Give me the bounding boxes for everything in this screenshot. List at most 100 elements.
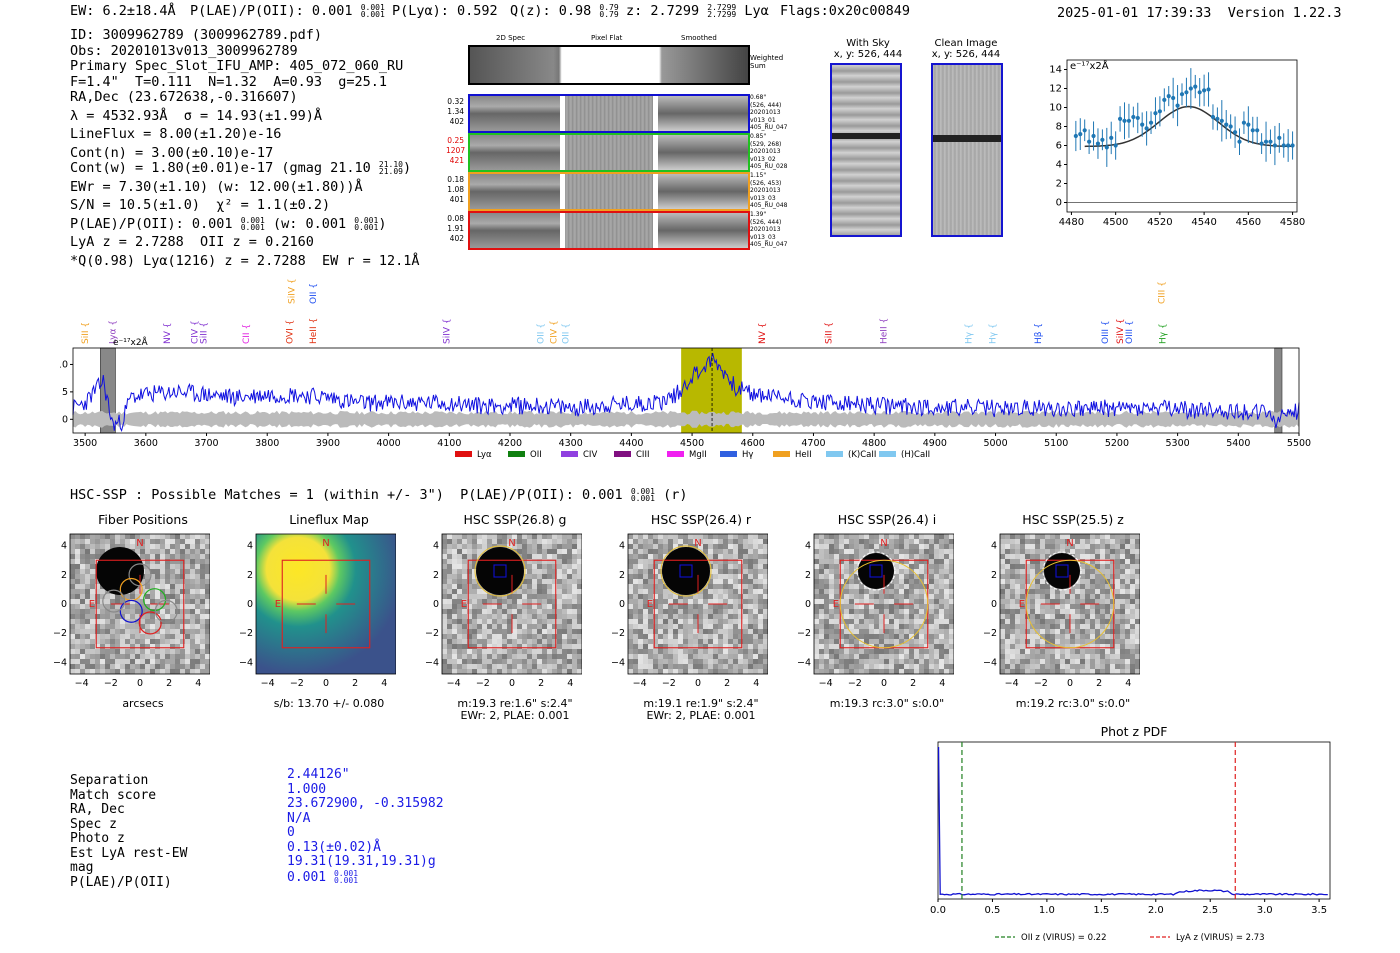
cutout-pixel <box>819 564 824 569</box>
cutout-pixel <box>497 629 502 634</box>
cutout-pixel <box>728 599 733 604</box>
cutout-pixel <box>889 654 894 659</box>
cutout-pixel <box>1070 649 1075 654</box>
cutout-pixel <box>864 584 869 589</box>
cutout-pixel <box>537 609 542 614</box>
cutout-pixel <box>527 574 532 579</box>
cutout-pixel <box>105 614 110 619</box>
cutout-pixel <box>728 554 733 559</box>
cutout-pixel <box>522 599 527 604</box>
cutout-ytick-label: 2 <box>805 570 811 581</box>
cutout-pixel <box>472 564 477 569</box>
cutout-pixel <box>844 549 849 554</box>
cutout-pixel <box>170 619 175 624</box>
cutout-pixel <box>909 554 914 559</box>
cutout-pixel <box>643 604 648 609</box>
cutout-pixel <box>170 544 175 549</box>
cutout-pixel <box>547 599 552 604</box>
compass-north: N <box>1066 538 1073 549</box>
fit-data-point <box>1131 114 1136 120</box>
cutout-pixel <box>447 644 452 649</box>
cutout-pixel <box>1100 639 1105 644</box>
cutout-pixel <box>909 644 914 649</box>
cutout-pixel <box>663 659 668 664</box>
cutout-pixel <box>944 584 949 589</box>
cutout-pixel <box>442 594 447 599</box>
match-row-label: Photo z <box>70 831 125 846</box>
cutout-pixel <box>939 649 944 654</box>
cutout-pixel <box>834 629 839 634</box>
cutout-pixel <box>517 599 522 604</box>
spec2d-meta: 405_RU_047 <box>750 124 788 131</box>
cutout-pixel <box>522 649 527 654</box>
cutout-pixel <box>185 654 190 659</box>
cutout-pixel <box>100 544 105 549</box>
match-labels: Separation Match score RA, Dec Spec z Photo … <box>70 773 187 890</box>
cutout-pixel <box>1075 554 1080 559</box>
cutout-pixel <box>738 609 743 614</box>
cutout-pixel <box>1080 614 1085 619</box>
cutout-pixel <box>939 624 944 629</box>
cutout-pixel <box>145 539 150 544</box>
cutout-pixel <box>497 609 502 614</box>
cutout-pixel <box>537 574 542 579</box>
cutout-pixel <box>527 599 532 604</box>
cutout-pixel <box>879 534 884 539</box>
cutout-pixel <box>150 609 155 614</box>
cutout-pixel <box>1025 644 1030 649</box>
cutout-pixel <box>200 619 205 624</box>
cutout-pixel <box>150 564 155 569</box>
clean-image <box>931 63 1003 237</box>
cutout-pixel <box>567 569 572 574</box>
cutout-pixel <box>1045 544 1050 549</box>
cutout-pixel <box>763 649 768 654</box>
cutout-pixel <box>1040 664 1045 669</box>
cutout-pixel <box>1015 594 1020 599</box>
aperture-box <box>281 559 371 649</box>
cutout-pixel <box>1085 659 1090 664</box>
cutout-pixel <box>562 669 567 674</box>
cutout-pixel <box>100 669 105 674</box>
spec2d-row-meta: 1.39" (526, 444) 20201013 v013_03 405_RU_047 <box>750 211 796 249</box>
cutout-pixel <box>1020 539 1025 544</box>
cutout-pixel <box>75 604 80 609</box>
cutout-pixel <box>829 649 834 654</box>
cutout-pixel <box>95 539 100 544</box>
compass-east: E <box>833 599 839 610</box>
spec2d-stat: 421 <box>449 156 464 165</box>
cutout-pixel <box>688 604 693 609</box>
cutout-pixel <box>462 659 467 664</box>
cutout-pixel <box>638 564 643 569</box>
cutout-pixel <box>110 649 115 654</box>
cutout-pixel <box>1085 564 1090 569</box>
cutout-pixel <box>532 649 537 654</box>
compass-east: E <box>461 599 467 610</box>
cutout-pixel <box>849 539 854 544</box>
cutout-pixel <box>758 659 763 664</box>
cutout-pixel <box>542 649 547 654</box>
cutout-pixel <box>643 644 648 649</box>
cutout-pixel <box>758 544 763 549</box>
cutout-pixel <box>1040 659 1045 664</box>
fit-data-point <box>1259 141 1264 146</box>
cutout-pixel <box>1110 614 1115 619</box>
spec-xtick-label: 4500 <box>680 438 704 449</box>
cutout-pixel <box>628 644 633 649</box>
cutout-pixel <box>819 624 824 629</box>
cutout-pixel <box>708 639 713 644</box>
cutout-pixel <box>1095 579 1100 584</box>
cutout-pixel <box>688 639 693 644</box>
cutout-pixel <box>110 654 115 659</box>
cutout-pixel <box>633 559 638 564</box>
cutout-pixel <box>668 599 673 604</box>
cutout-pixel <box>200 644 205 649</box>
cutout-pixel <box>1005 594 1010 599</box>
cutout-pixel <box>698 659 703 664</box>
cutout-pixel <box>467 654 472 659</box>
cutout-pixel <box>683 659 688 664</box>
cutout-pixel <box>1055 629 1060 634</box>
cutout-pixel <box>944 534 949 539</box>
cutout-pixel <box>763 554 768 559</box>
cutout-pixel <box>814 664 819 669</box>
